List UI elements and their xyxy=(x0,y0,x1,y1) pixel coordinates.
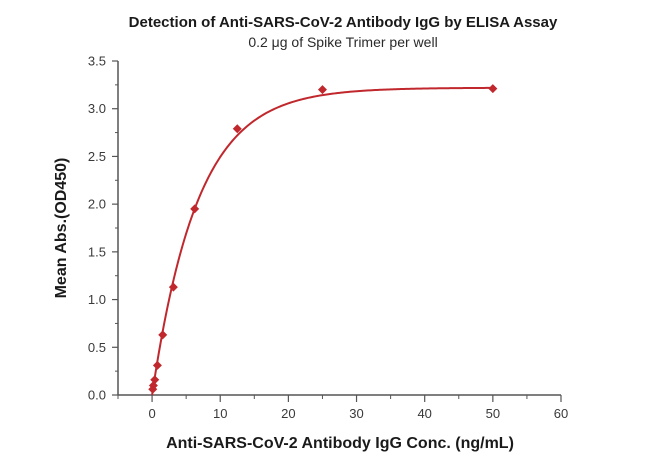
axes xyxy=(117,61,561,396)
y-tick-label: 0.0 xyxy=(88,388,106,403)
x-tick-label: 40 xyxy=(417,406,431,421)
x-tick-label: 20 xyxy=(281,406,295,421)
chart-subtitle: 0.2 μg of Spike Trimer per well xyxy=(248,34,437,50)
data-point-marker xyxy=(150,375,160,385)
x-axis-ticks: 0 10 20 30 40 50 60 xyxy=(117,395,568,421)
y-axis-ticks: 0.0 0.5 1.0 1.5 2.0 2.5 3.0 3.5 xyxy=(88,54,118,403)
data-point-marker xyxy=(190,204,200,214)
x-tick-label: 10 xyxy=(213,406,227,421)
data-point-marker xyxy=(152,360,162,370)
fit-curve xyxy=(151,86,493,396)
data-point-marker xyxy=(158,330,168,340)
data-point-marker xyxy=(488,84,498,94)
y-tick-label: 2.5 xyxy=(88,149,106,164)
y-tick-label: 3.0 xyxy=(88,101,106,116)
x-tick-label: 50 xyxy=(486,406,500,421)
y-tick-label: 2.0 xyxy=(88,197,106,212)
x-axis-label: Anti-SARS-CoV-2 Antibody IgG Conc. (ng/m… xyxy=(166,435,514,452)
x-tick-label: 60 xyxy=(554,406,568,421)
data-point-marker xyxy=(317,85,327,95)
data-points xyxy=(148,84,498,394)
y-tick-label: 1.0 xyxy=(88,292,106,307)
x-tick-label: 0 xyxy=(148,406,155,421)
chart-title: Detection of Anti-SARS-CoV-2 Antibody Ig… xyxy=(129,14,558,31)
y-tick-label: 0.5 xyxy=(88,340,106,355)
data-point-marker xyxy=(168,282,178,292)
y-tick-label: 3.5 xyxy=(88,54,106,69)
x-tick-label: 30 xyxy=(349,406,363,421)
data-point-marker xyxy=(232,124,242,134)
y-axis-label: Mean Abs.(OD450) xyxy=(53,158,70,299)
y-tick-label: 1.5 xyxy=(88,244,106,259)
